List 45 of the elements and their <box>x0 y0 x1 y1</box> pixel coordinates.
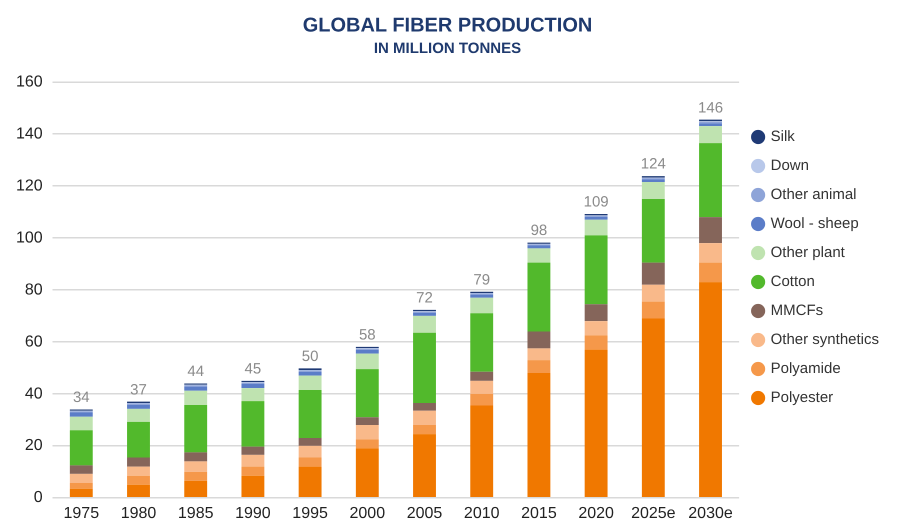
x-tick-label: 2010 <box>464 504 500 522</box>
x-tick-label: 2030e <box>688 504 733 522</box>
y-tick-label: 120 <box>16 177 43 194</box>
total-label: 37 <box>130 381 147 398</box>
x-tick-label: 2020 <box>578 504 614 522</box>
total-label: 34 <box>72 389 90 406</box>
x-tick-label: 2025e <box>631 504 676 522</box>
x-tick-label: 1980 <box>120 504 156 522</box>
x-tick-label: 1990 <box>235 504 271 522</box>
total-label: 79 <box>473 271 490 288</box>
legend-label: Cotton <box>770 273 815 290</box>
legend-label: Silk <box>770 128 796 146</box>
total-label: 58 <box>358 326 376 344</box>
x-tick-label: 1985 <box>178 504 214 522</box>
y-tick-label: 0 <box>34 489 43 506</box>
total-label: 72 <box>416 290 433 307</box>
total-label: 50 <box>302 348 318 366</box>
x-tick-label: 1975 <box>64 504 100 522</box>
x-tick-label: 2015 <box>521 504 557 522</box>
chart-subtitle: IN MILLION TONNES <box>374 40 522 58</box>
total-label: 124 <box>640 156 666 173</box>
y-tick-label: 160 <box>16 73 43 90</box>
total-label: 44 <box>187 363 204 380</box>
x-tick-label: 2000 <box>350 504 386 522</box>
legend-label: MMCFs <box>770 302 824 320</box>
x-tick-label: 2005 <box>406 504 442 522</box>
chart-title: GLOBAL FIBER PRODUCTION <box>302 14 592 37</box>
x-tick-label: 1995 <box>292 504 328 522</box>
legend-label: Other animal <box>770 186 856 204</box>
legend-label: Down <box>770 157 809 174</box>
legend-label: Polyester <box>770 389 834 406</box>
total-label: 146 <box>698 99 724 116</box>
total-label: 109 <box>584 194 609 211</box>
legend-label: Polyamide <box>770 360 841 378</box>
y-tick-label: 140 <box>16 125 43 142</box>
legend-label: Wool - sheep <box>770 215 859 232</box>
total-label: 98 <box>530 222 548 240</box>
y-tick-label: 80 <box>24 281 43 298</box>
y-tick-label: 100 <box>16 229 43 246</box>
y-tick-label: 40 <box>24 385 43 402</box>
y-tick-label: 20 <box>24 437 43 454</box>
total-label: 45 <box>244 360 262 378</box>
legend-label: Other synthetics <box>770 331 880 348</box>
legend-label: Other plant <box>770 244 846 262</box>
y-tick-label: 60 <box>24 333 43 350</box>
